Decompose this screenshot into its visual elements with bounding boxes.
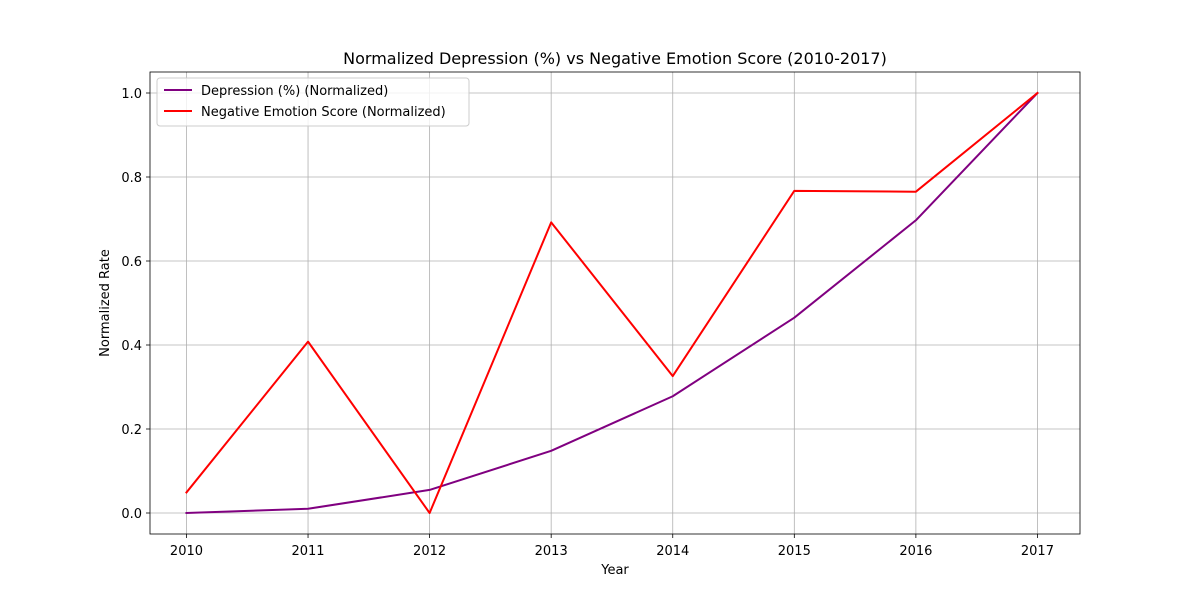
legend-label-depression: Depression (%) (Normalized) (201, 84, 388, 99)
x-tick-label: 2016 (899, 544, 932, 559)
y-axis-ticks: 0.0 0.2 0.4 0.6 0.8 1.0 (121, 87, 150, 522)
series-line-depression (185, 91, 1039, 515)
chart-title: Normalized Depression (%) vs Negative Em… (343, 49, 887, 68)
x-tick-label: 2012 (413, 544, 446, 559)
plot-frame (149, 71, 1081, 535)
y-axis-label: Normalized Rate (98, 249, 113, 357)
x-axis-label: Year (600, 563, 629, 578)
x-tick-label: 2015 (778, 544, 811, 559)
x-axis-ticks: 2010 2011 2012 2013 2014 2015 2016 2017 (170, 534, 1054, 559)
series-line-negative-emotion (185, 91, 1039, 514)
legend-label-negative-emotion: Negative Emotion Score (Normalized) (201, 105, 446, 120)
x-tick-label: 2011 (291, 544, 324, 559)
y-tick-label: 0.4 (121, 339, 142, 354)
y-tick-label: 0.8 (121, 171, 142, 186)
series-lines (185, 91, 1039, 515)
y-tick-label: 1.0 (121, 87, 142, 102)
legend-box (156, 77, 470, 127)
y-tick-label: 0.0 (121, 507, 142, 522)
x-tick-label: 2014 (656, 544, 689, 559)
y-tick-label: 0.2 (121, 423, 142, 438)
x-tick-label: 2013 (535, 544, 568, 559)
x-tick-label: 2017 (1021, 544, 1054, 559)
x-tick-label: 2010 (170, 544, 203, 559)
y-tick-label: 0.6 (121, 255, 142, 270)
legend: Depression (%) (Normalized) Negative Emo… (156, 77, 470, 127)
